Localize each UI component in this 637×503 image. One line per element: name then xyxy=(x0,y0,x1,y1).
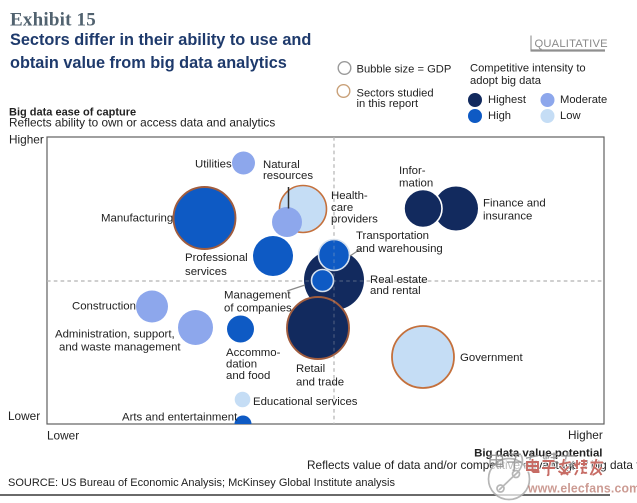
svg-text:Competitive intensity to: Competitive intensity to xyxy=(470,63,586,75)
svg-text:and rental: and rental xyxy=(370,285,421,297)
svg-text:Government: Government xyxy=(460,352,524,364)
svg-text:Administration, support,: Administration, support, xyxy=(55,329,175,341)
svg-text:Manufacturing: Manufacturing xyxy=(101,213,173,225)
svg-text:High: High xyxy=(488,110,511,122)
svg-text:care: care xyxy=(331,202,353,214)
svg-text:Management: Management xyxy=(224,290,291,302)
svg-text:Health-: Health- xyxy=(331,190,368,202)
svg-text:Accommo-: Accommo- xyxy=(226,347,281,359)
svg-text:Real estate: Real estate xyxy=(370,274,428,286)
svg-text:Moderate: Moderate xyxy=(560,94,607,106)
svg-text:in this report: in this report xyxy=(357,98,419,110)
svg-text:adopt big data: adopt big data xyxy=(470,75,542,87)
svg-text:services: services xyxy=(185,266,227,278)
svg-text:Infor-: Infor- xyxy=(399,165,426,177)
svg-text:Educational services: Educational services xyxy=(253,396,358,408)
svg-text:SOURCE: US Bureau of Economic: SOURCE: US Bureau of Economic Analysis; … xyxy=(8,477,395,489)
svg-text:Construction: Construction xyxy=(72,301,136,313)
svg-text:Low: Low xyxy=(560,110,581,122)
svg-text:and food: and food xyxy=(226,370,270,382)
svg-text:insurance: insurance xyxy=(483,211,532,223)
svg-text:mation: mation xyxy=(399,178,433,190)
svg-text:Big data ease of capture: Big data ease of capture xyxy=(9,107,136,119)
svg-text:Lower: Lower xyxy=(47,429,79,443)
svg-text:Highest: Highest xyxy=(488,94,527,106)
svg-text:Bubble size = GDP: Bubble size = GDP xyxy=(357,63,452,75)
svg-text:and warehousing: and warehousing xyxy=(356,243,443,255)
svg-text:dation: dation xyxy=(226,359,257,371)
svg-text:and trade: and trade xyxy=(296,377,344,389)
svg-text:Reflects ability to own or acc: Reflects ability to own or access data a… xyxy=(9,116,275,130)
svg-text:of companies: of companies xyxy=(224,303,292,315)
svg-text:Natural: Natural xyxy=(263,159,300,171)
svg-text:providers: providers xyxy=(331,214,378,226)
svg-text:www.elecfans.com: www.elecfans.com xyxy=(527,480,637,496)
svg-text:resources: resources xyxy=(263,170,313,182)
svg-text:Reflects value of data and/or: Reflects value of data and/or competitiv… xyxy=(307,458,637,472)
svg-text:obtain value from big data ana: obtain value from big data analytics xyxy=(10,54,287,72)
svg-text:Utilities: Utilities xyxy=(195,159,232,171)
svg-text:Arts and entertainment: Arts and entertainment xyxy=(122,412,238,424)
svg-text:Sectors studied: Sectors studied xyxy=(357,87,434,99)
svg-text:Sectors differ in their abilit: Sectors differ in their ability to use a… xyxy=(10,31,311,49)
svg-text:and waste management: and waste management xyxy=(59,342,181,354)
svg-text:Higher: Higher xyxy=(568,428,603,442)
svg-text:Transportation: Transportation xyxy=(356,230,429,242)
svg-text:Finance and: Finance and xyxy=(483,198,546,210)
svg-text:QUALITATIVE: QUALITATIVE xyxy=(535,38,608,50)
svg-text:Professional: Professional xyxy=(185,252,248,264)
svg-text:Higher: Higher xyxy=(9,133,44,147)
svg-text:Lower: Lower xyxy=(8,409,40,423)
svg-text:Exhibit 15: Exhibit 15 xyxy=(10,10,96,31)
svg-text:Retail: Retail xyxy=(296,363,325,375)
